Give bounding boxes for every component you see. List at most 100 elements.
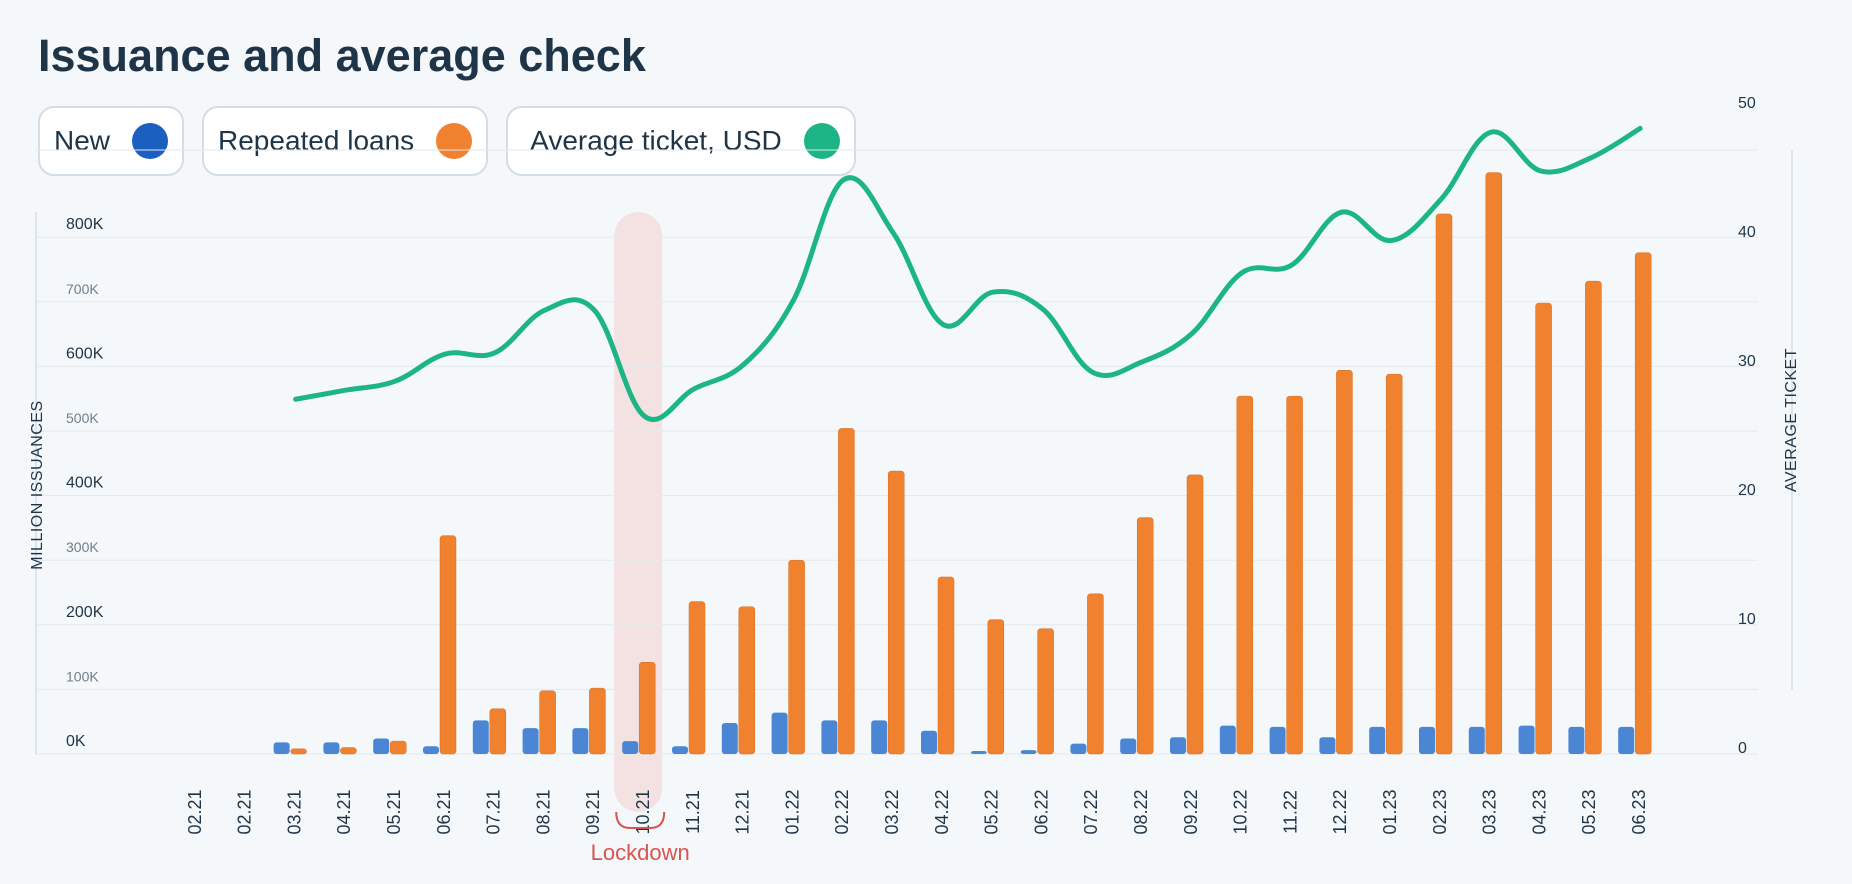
left-axis-title: MILLION ISSUANCES (29, 400, 46, 569)
bars (273, 172, 1652, 755)
left-tick-label: 100K (66, 668, 99, 684)
legend-repeated-label: Repeated loans (218, 125, 415, 156)
bar-repeated (1634, 252, 1652, 755)
bar-repeated (1435, 213, 1453, 755)
x-tick-label: 05.23 (1579, 789, 1599, 834)
bar-new (423, 746, 439, 754)
left-tick-label: 700K (66, 281, 99, 297)
x-tick-label: 08.22 (1131, 789, 1151, 834)
bar-repeated (1336, 370, 1353, 755)
x-tick-label: 04.22 (932, 789, 952, 834)
bar-new (672, 746, 688, 754)
left-tick-label: 0K (66, 733, 86, 750)
x-tick-label: 07.21 (484, 789, 504, 834)
bar-repeated (738, 606, 756, 755)
legend-repeated-loans[interactable]: Repeated loans (202, 106, 489, 176)
legend-new-label: New (54, 125, 111, 156)
bar-new (522, 728, 539, 754)
bar-new (921, 730, 937, 754)
legend-new[interactable]: New (38, 106, 185, 176)
bar-new (1170, 737, 1186, 754)
x-tick-label: 03.21 (284, 789, 304, 834)
average-ticket-line-group (293, 125, 1643, 422)
bar-new (721, 722, 738, 754)
bar-new (1369, 726, 1386, 754)
x-tick-label: 10.22 (1231, 789, 1251, 834)
bar-repeated (1037, 628, 1054, 755)
right-tick-label: 20 (1738, 482, 1756, 499)
bar-new (771, 712, 788, 754)
bar-repeated (838, 428, 855, 755)
lockdown-label: Lockdown (591, 840, 690, 865)
x-tick-label: 01.23 (1380, 789, 1400, 834)
legend-new-swatch (132, 123, 169, 159)
bar-new (572, 728, 589, 754)
bar-new (1120, 738, 1137, 754)
bar-repeated (688, 601, 706, 755)
bar-repeated (1385, 373, 1403, 755)
left-tick-label: 300K (66, 539, 99, 555)
bar-new (970, 751, 987, 754)
bar-repeated (290, 748, 307, 755)
lockdown-bracket (615, 811, 666, 829)
bar-repeated (340, 747, 357, 755)
x-tick-label: 03.22 (882, 789, 902, 834)
x-tick-label: 01.22 (782, 789, 802, 834)
x-tick-label: 09.21 (583, 789, 603, 834)
bar-repeated (1535, 302, 1552, 755)
legend: New Repeated loans Average ticket, USD (38, 106, 856, 176)
x-tick-label: 12.21 (733, 789, 753, 834)
left-tick-label: 400K (66, 475, 104, 492)
x-tick-label: 02.21 (235, 789, 255, 834)
bar-repeated (1236, 395, 1254, 755)
bar-repeated (489, 708, 507, 755)
right-tick-label: 40 (1738, 224, 1756, 241)
bar-new (1269, 726, 1286, 754)
x-tick-label: 08.21 (533, 789, 553, 834)
right-axis-title: AVERAGE TICKET (1783, 348, 1800, 492)
x-tick-label: 11.22 (1280, 790, 1300, 834)
bar-repeated (1087, 593, 1104, 755)
bar-repeated (439, 535, 457, 755)
right-tick-label: 50 (1738, 95, 1756, 112)
bar-repeated (788, 559, 805, 755)
lockdown-band (614, 212, 663, 812)
bar-new (1419, 726, 1435, 754)
bar-repeated (937, 576, 955, 755)
x-tick-label: 10.21 (633, 789, 653, 834)
x-tick-label: 04.21 (334, 789, 354, 834)
category-labels: 02.21 02.21 03.21 04.21 05.21 06.21 07.21 08.21… (185, 789, 1649, 834)
bar-new (472, 720, 489, 754)
bar-new (1219, 725, 1236, 754)
annotations: Lockdown (591, 811, 690, 865)
bar-new (1618, 726, 1635, 754)
bar-new (871, 720, 888, 754)
bar-new (1568, 726, 1585, 754)
bar-new (1070, 743, 1087, 754)
legend-average-ticket[interactable]: Average ticket, USD (506, 106, 856, 176)
bar-repeated (638, 662, 656, 755)
right-tick-label: 10 (1738, 611, 1756, 628)
average-ticket-line (293, 125, 1643, 422)
x-tick-label: 05.22 (982, 789, 1002, 834)
x-tick-label: 02.21 (185, 789, 205, 834)
x-tick-label: 12.22 (1330, 789, 1350, 834)
bar-repeated (887, 470, 905, 755)
left-tick-label: 500K (66, 410, 99, 426)
x-tick-label: 06.22 (1031, 789, 1051, 834)
bar-new (1518, 725, 1535, 754)
lockdown-highlight-group (614, 212, 663, 812)
x-tick-label: 05.21 (384, 789, 404, 834)
bar-new (323, 742, 340, 754)
bar-new (821, 720, 838, 754)
left-tick-label: 800K (66, 216, 104, 233)
legend-repeated-swatch (436, 123, 473, 159)
x-tick-label: 02.23 (1430, 789, 1450, 834)
bar-new (1468, 726, 1485, 754)
left-tick-label: 200K (66, 604, 104, 621)
bar-repeated (1286, 395, 1303, 755)
x-tick-label: 11.21 (683, 790, 703, 834)
bar-new (373, 738, 390, 754)
legend-average-swatch (803, 123, 840, 159)
